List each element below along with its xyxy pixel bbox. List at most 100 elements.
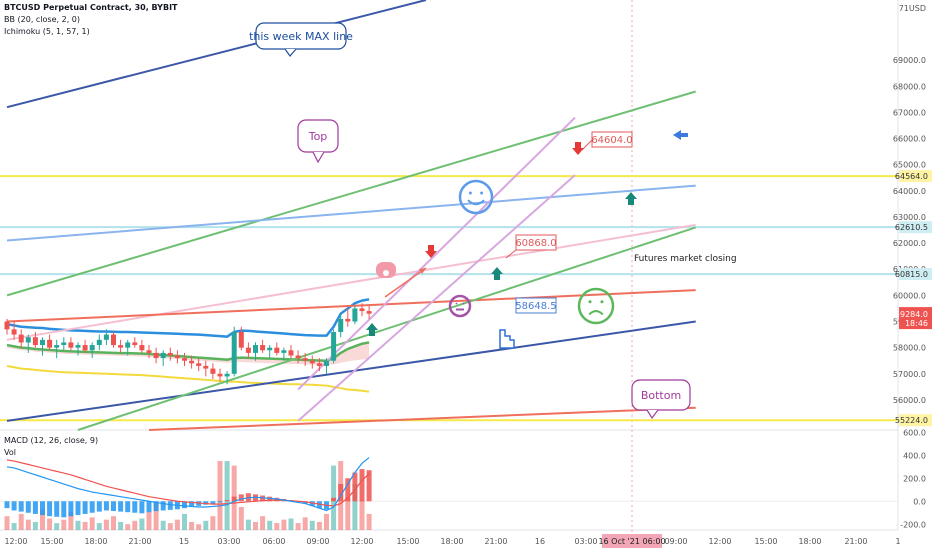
candle[interactable]	[75, 345, 81, 348]
candle[interactable]	[54, 345, 60, 348]
candle[interactable]	[103, 334, 109, 340]
macd-histogram-bar	[167, 501, 173, 510]
candle[interactable]	[153, 352, 159, 359]
candle[interactable]	[47, 339, 53, 348]
candle[interactable]	[182, 358, 187, 361]
trend-line[interactable]	[6, 90, 696, 297]
candle[interactable]	[274, 347, 280, 353]
trend-line[interactable]	[6, 223, 696, 341]
candle[interactable]	[253, 345, 258, 353]
price-tick-label: 60000.0	[893, 291, 926, 300]
time-tick-label: 15:00	[754, 537, 777, 546]
volume-bar	[61, 519, 67, 530]
candle[interactable]	[11, 329, 17, 335]
time-tick-label: 06:00	[262, 537, 285, 546]
candle[interactable]	[89, 345, 95, 351]
smiley-neutral-icon-eye	[462, 302, 465, 305]
candle[interactable]	[260, 345, 266, 351]
candle[interactable]	[267, 347, 273, 351]
price-marker-label: 60815.0	[895, 270, 928, 279]
volume-bar	[89, 517, 95, 530]
macd-histogram-bar	[139, 501, 145, 514]
candle[interactable]	[238, 331, 244, 348]
indicator-bb[interactable]: BB (20, close, 2, 0)	[4, 15, 80, 24]
candle[interactable]	[18, 334, 24, 343]
volume-title[interactable]: Vol	[4, 448, 16, 457]
price-tick-label: 71USD	[899, 4, 926, 13]
volume-bar	[4, 516, 10, 530]
candle[interactable]	[316, 363, 322, 366]
volume-bar	[288, 518, 294, 530]
candle[interactable]	[203, 365, 209, 369]
trend-line[interactable]	[6, 0, 427, 109]
time-tick-label: 21:00	[844, 537, 867, 546]
crosshair-time-box	[602, 534, 662, 548]
trend-line[interactable]	[297, 174, 576, 422]
label-60868-box[interactable]	[515, 234, 557, 251]
candle[interactable]	[324, 360, 329, 366]
trend-line[interactable]	[297, 116, 576, 391]
candle[interactable]	[25, 337, 31, 343]
callout-max-box[interactable]	[255, 22, 347, 50]
candle[interactable]	[224, 373, 230, 377]
candle[interactable]	[338, 318, 344, 332]
candle[interactable]	[331, 331, 337, 361]
candle[interactable]	[146, 350, 152, 353]
volume-bar	[118, 521, 124, 530]
candle[interactable]	[288, 350, 294, 356]
volume-bar	[82, 521, 88, 530]
time-tick-label: 09:00	[664, 537, 687, 546]
candle[interactable]	[245, 347, 251, 353]
callout-top-tail	[312, 151, 325, 164]
candle[interactable]	[281, 350, 287, 353]
candle[interactable]	[210, 368, 216, 374]
candle[interactable]	[32, 337, 38, 346]
candle[interactable]	[302, 358, 308, 361]
candle[interactable]	[160, 352, 166, 359]
indicator-ichimoku[interactable]: Ichimoku (5, 1, 57, 1)	[4, 27, 90, 36]
label-58648-box[interactable]	[515, 297, 557, 314]
trend-line[interactable]	[148, 406, 696, 431]
bb-basis-line	[6, 341, 370, 362]
smiley-happy-icon-eye	[480, 191, 484, 195]
volume-bar	[111, 516, 116, 530]
trend-line[interactable]	[6, 289, 696, 323]
candle[interactable]	[4, 321, 10, 330]
candle[interactable]	[96, 339, 102, 346]
candle[interactable]	[345, 318, 351, 322]
candle[interactable]	[217, 373, 223, 377]
candle[interactable]	[231, 331, 237, 374]
trend-line[interactable]	[6, 320, 696, 422]
candle[interactable]	[118, 345, 124, 348]
label-64604-box[interactable]	[591, 131, 633, 148]
price-tick-label: 56000.0	[893, 396, 926, 405]
trend-line[interactable]	[6, 184, 696, 242]
candle[interactable]	[111, 334, 116, 346]
candle[interactable]	[68, 342, 74, 348]
macd-title[interactable]: MACD (12, 26, close, 9)	[4, 436, 99, 445]
candle[interactable]	[366, 311, 372, 314]
candle[interactable]	[309, 360, 315, 364]
candle[interactable]	[196, 363, 202, 366]
candle[interactable]	[295, 355, 301, 359]
trend-line[interactable]	[77, 226, 697, 431]
candle[interactable]	[82, 345, 88, 351]
macd-histogram-bar	[32, 501, 38, 514]
smiley-happy-icon-mouth	[467, 199, 485, 206]
candle[interactable]	[174, 355, 180, 359]
candle[interactable]	[40, 339, 45, 346]
candle[interactable]	[61, 342, 67, 346]
candle[interactable]	[359, 308, 365, 312]
candle[interactable]	[189, 360, 195, 364]
candle[interactable]	[139, 345, 145, 351]
smiley-neutral-icon-eye	[455, 302, 458, 305]
volume-bar	[210, 516, 216, 530]
callout-bottom-box[interactable]	[631, 379, 691, 411]
candle[interactable]	[167, 352, 173, 356]
candle[interactable]	[132, 342, 138, 346]
candle[interactable]	[125, 342, 131, 348]
candle[interactable]	[352, 308, 358, 322]
macd-histogram-bar	[331, 497, 337, 502]
